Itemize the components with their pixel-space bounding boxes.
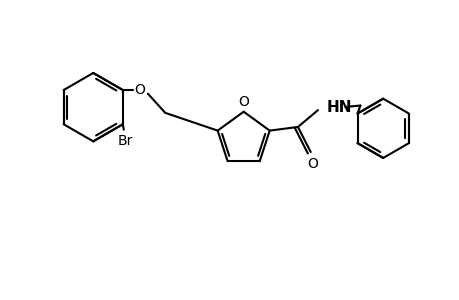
Text: HN: HN [325, 100, 351, 115]
Text: O: O [307, 157, 318, 171]
Text: O: O [238, 95, 249, 110]
Text: O: O [134, 83, 146, 97]
Text: Br: Br [117, 134, 133, 148]
